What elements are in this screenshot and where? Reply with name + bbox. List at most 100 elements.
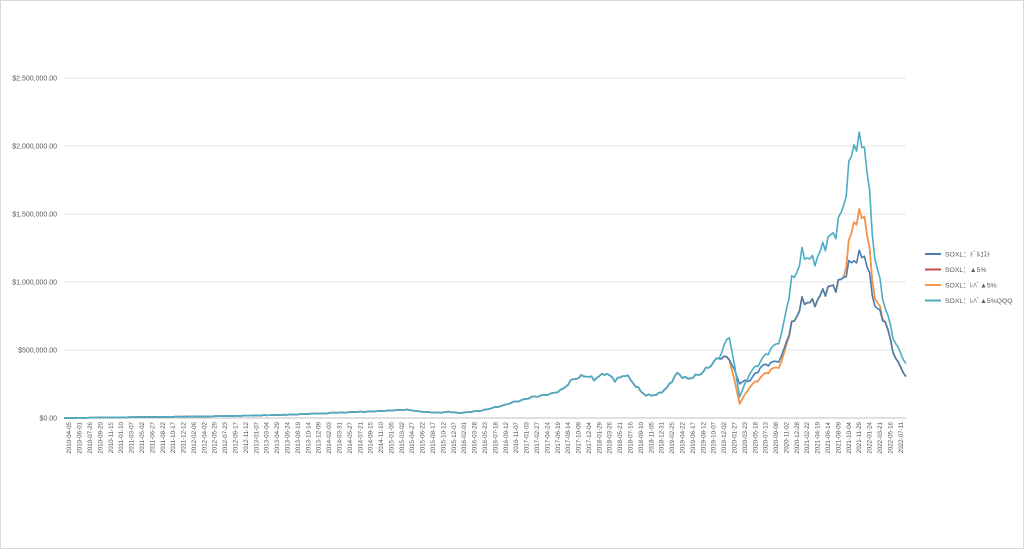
x-tick-label: 2019-12-02 xyxy=(721,421,728,453)
x-tick-label: 2020-03-23 xyxy=(742,421,749,453)
x-tick-label: 2017-04-24 xyxy=(544,421,551,453)
x-tick-label: 2010-09-20 xyxy=(97,421,104,453)
x-tick-label: 2014-07-21 xyxy=(357,421,364,453)
series-line-2 xyxy=(64,208,907,419)
x-tick-label: 2020-01-27 xyxy=(731,421,738,453)
x-tick-label: 2020-11-02 xyxy=(783,421,790,453)
x-tick-label: 2012-02-06 xyxy=(191,421,198,453)
x-tick-label: 2014-03-31 xyxy=(336,421,343,453)
x-tick-label: 2015-08-17 xyxy=(430,421,437,453)
x-tick-label: 2020-09-08 xyxy=(773,421,780,453)
x-tick-label: 2010-11-15 xyxy=(108,421,115,453)
x-tick-label: 2015-10-12 xyxy=(440,421,447,453)
legend: SOXL：ﾄﾞﾙｺｽﾄ SOXL：▲5% SOXL：ﾚﾊﾞ▲5% SOXL：ﾚﾊﾞ▲5… xyxy=(925,251,1013,305)
x-tick-label: 2016-05-23 xyxy=(482,421,489,453)
x-tick-label: 2011-10-17 xyxy=(170,421,177,453)
x-tick-label: 2013-12-09 xyxy=(316,421,323,453)
x-tick-label: 2019-08-12 xyxy=(700,421,707,453)
x-tick-label: 2013-01-07 xyxy=(253,421,260,453)
x-tick-label: 2022-05-16 xyxy=(887,421,894,453)
x-tick-label: 2020-05-18 xyxy=(752,421,759,453)
y-tick-label: $0.00 xyxy=(39,416,57,423)
x-tick-label: 2013-06-24 xyxy=(284,421,291,453)
x-tick-label: 2012-04-02 xyxy=(201,421,208,453)
x-tick-label: 2011-06-27 xyxy=(149,421,156,453)
y-tick-label: $1,500,000.00 xyxy=(12,212,57,219)
x-tick-label: 2011-05-02 xyxy=(139,421,146,453)
x-tick-label: 2017-06-19 xyxy=(555,421,562,453)
x-tick-label: 2012-09-17 xyxy=(233,421,240,453)
x-tick-label: 2010-04-05 xyxy=(66,421,73,453)
series-line-1 xyxy=(64,208,907,419)
x-tick-label: 2016-11-07 xyxy=(513,421,520,453)
x-tick-label: 2018-03-26 xyxy=(607,421,614,453)
x-tick-label: 2010-06-01 xyxy=(77,421,84,453)
x-tick-label: 2021-08-09 xyxy=(835,421,842,453)
y-tick-label: $1,000,000.00 xyxy=(12,280,57,287)
x-tick-label: 2021-04-19 xyxy=(815,421,822,453)
x-tick-label: 2012-11-12 xyxy=(243,421,250,453)
x-axis-ticks: 2010-04-05 2010-06-01 2010-07-26 2010-09-20… xyxy=(66,421,905,453)
x-tick-label: 2018-01-29 xyxy=(596,421,603,453)
gridlines xyxy=(64,77,906,419)
x-tick-label: 2018-09-10 xyxy=(638,421,645,453)
x-tick-label: 2011-08-22 xyxy=(160,421,167,453)
x-tick-label: 2019-02-25 xyxy=(669,421,676,453)
x-tick-label: 2011-01-10 xyxy=(118,421,125,453)
x-tick-label: 2015-01-05 xyxy=(388,421,395,453)
x-tick-label: 2020-07-13 xyxy=(763,421,770,453)
x-tick-label: 2013-10-14 xyxy=(305,421,312,453)
x-tick-label: 2017-08-14 xyxy=(565,421,572,453)
x-tick-label: 2018-07-16 xyxy=(628,421,635,453)
x-tick-label: 2019-04-22 xyxy=(680,421,687,453)
x-tick-label: 2017-10-09 xyxy=(576,421,583,453)
x-tick-label: 2021-11-29 xyxy=(856,421,863,453)
x-tick-label: 2014-09-15 xyxy=(368,421,375,453)
x-tick-label: 2021-10-04 xyxy=(846,421,853,453)
legend-label: SOXL：ﾚﾊﾞ▲5%QQQ xyxy=(945,297,1013,305)
x-tick-label: 2013-04-29 xyxy=(274,421,281,453)
y-tick-label: $2,000,000.00 xyxy=(12,144,57,151)
x-tick-label: 2017-12-04 xyxy=(586,421,593,453)
x-tick-label: 2013-03-04 xyxy=(264,421,271,453)
y-tick-label: $2,500,000.00 xyxy=(12,76,57,83)
x-tick-label: 2022-03-21 xyxy=(877,421,884,453)
legend-label: SOXL：ﾚﾊﾞ▲5% xyxy=(945,282,997,290)
x-tick-label: 2015-04-27 xyxy=(409,421,416,453)
x-tick-label: 2012-07-23 xyxy=(222,421,229,453)
x-tick-label: 2021-06-14 xyxy=(825,421,832,453)
x-tick-label: 2015-03-02 xyxy=(399,421,406,453)
x-tick-label: 2018-12-31 xyxy=(659,421,666,453)
series-lines xyxy=(64,131,907,419)
series-line-3 xyxy=(64,131,907,419)
x-tick-label: 2012-05-29 xyxy=(212,421,219,453)
x-tick-label: 2013-08-19 xyxy=(295,421,302,453)
x-tick-label: 2022-07-11 xyxy=(898,421,905,453)
x-tick-label: 2022-01-24 xyxy=(867,421,874,453)
x-tick-label: 2014-05-27 xyxy=(347,421,354,453)
x-tick-label: 2011-03-07 xyxy=(129,421,136,453)
x-tick-label: 2019-10-07 xyxy=(711,421,718,453)
x-tick-label: 2011-12-12 xyxy=(181,421,188,453)
x-tick-label: 2016-09-12 xyxy=(503,421,510,453)
x-tick-label: 2019-06-17 xyxy=(690,421,697,453)
x-tick-label: 2016-02-01 xyxy=(461,421,468,453)
y-tick-label: $500,000.00 xyxy=(18,348,57,355)
x-tick-label: 2016-03-28 xyxy=(472,421,479,453)
legend-label: SOXL：▲5% xyxy=(945,267,986,274)
x-tick-label: 2020-12-28 xyxy=(794,421,801,453)
x-tick-label: 2018-11-05 xyxy=(648,421,655,453)
x-tick-label: 2021-02-22 xyxy=(804,421,811,453)
x-tick-label: 2017-01-03 xyxy=(524,421,531,453)
x-tick-label: 2016-07-18 xyxy=(492,421,499,453)
x-tick-label: 2015-06-22 xyxy=(420,421,427,453)
series-line-0 xyxy=(64,249,907,419)
x-tick-label: 2015-12-07 xyxy=(451,421,458,453)
x-tick-label: 2018-05-21 xyxy=(617,421,624,453)
x-tick-label: 2017-02-27 xyxy=(534,421,541,453)
legend-label: SOXL：ﾄﾞﾙｺｽﾄ xyxy=(945,251,990,259)
y-axis-ticks: $0.00 $500,000.00 $1,000,000.00 $1,500,000.… xyxy=(12,76,57,423)
x-tick-label: 2010-07-26 xyxy=(87,421,94,453)
